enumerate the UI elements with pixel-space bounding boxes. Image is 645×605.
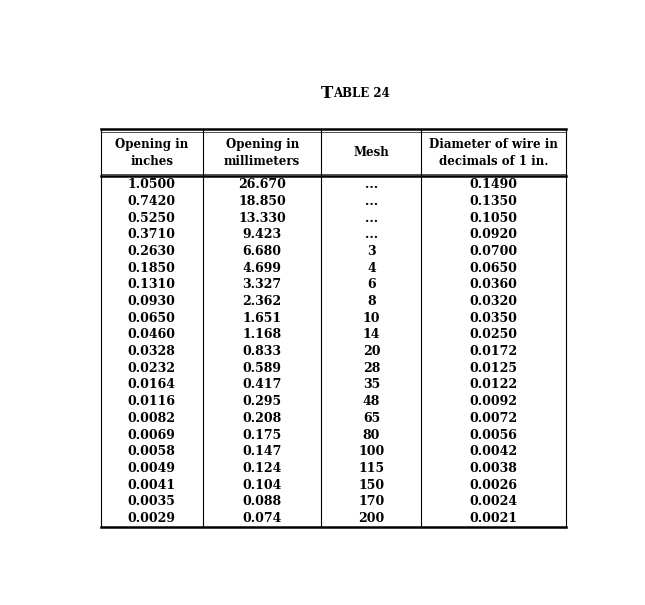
Text: 0.147: 0.147 (243, 445, 282, 458)
Text: 0.0072: 0.0072 (470, 412, 517, 425)
Text: 0.0232: 0.0232 (128, 362, 175, 374)
Text: 2.362: 2.362 (243, 295, 282, 308)
Text: 0.0700: 0.0700 (470, 245, 517, 258)
Text: 0.0164: 0.0164 (128, 379, 175, 391)
Text: 0.0041: 0.0041 (128, 479, 176, 492)
Text: 80: 80 (362, 428, 380, 442)
Text: 0.0024: 0.0024 (470, 495, 517, 508)
Text: 0.0056: 0.0056 (470, 428, 517, 442)
Text: 0.0058: 0.0058 (128, 445, 175, 458)
Text: 6.680: 6.680 (243, 245, 282, 258)
Text: 0.0038: 0.0038 (470, 462, 517, 475)
Text: 14: 14 (362, 329, 380, 341)
Text: 0.295: 0.295 (243, 395, 282, 408)
Text: Opening in
millimeters: Opening in millimeters (224, 138, 301, 168)
Text: 0.0250: 0.0250 (470, 329, 517, 341)
Text: 0.208: 0.208 (243, 412, 282, 425)
Text: 3.327: 3.327 (243, 278, 282, 291)
Text: 0.1850: 0.1850 (128, 261, 175, 275)
Text: 150: 150 (359, 479, 384, 492)
Text: 0.0460: 0.0460 (128, 329, 175, 341)
Text: 8: 8 (367, 295, 376, 308)
Text: 26.670: 26.670 (238, 178, 286, 191)
Text: 3: 3 (367, 245, 376, 258)
Text: 0.0172: 0.0172 (470, 345, 517, 358)
Text: 28: 28 (362, 362, 380, 374)
Text: 0.1490: 0.1490 (470, 178, 517, 191)
Text: 0.1350: 0.1350 (470, 195, 517, 208)
Text: 18.850: 18.850 (238, 195, 286, 208)
Text: 1.168: 1.168 (243, 329, 282, 341)
Text: 0.074: 0.074 (243, 512, 282, 525)
Text: 4.699: 4.699 (243, 261, 282, 275)
Text: 9.423: 9.423 (243, 228, 282, 241)
Text: 35: 35 (362, 379, 380, 391)
Text: 0.0026: 0.0026 (470, 479, 517, 492)
Text: ...: ... (365, 178, 378, 191)
Text: 4: 4 (367, 261, 376, 275)
Text: 0.2630: 0.2630 (128, 245, 175, 258)
Text: 48: 48 (362, 395, 380, 408)
Text: 0.0350: 0.0350 (470, 312, 517, 325)
Text: 170: 170 (358, 495, 384, 508)
Text: 0.0116: 0.0116 (128, 395, 175, 408)
Text: Diameter of wire in
decimals of 1 in.: Diameter of wire in decimals of 1 in. (429, 138, 558, 168)
Text: 0.833: 0.833 (243, 345, 282, 358)
Text: 0.589: 0.589 (243, 362, 282, 374)
Text: 0.0021: 0.0021 (470, 512, 517, 525)
Text: T: T (321, 85, 333, 102)
Text: ...: ... (365, 212, 378, 224)
Text: 0.1050: 0.1050 (470, 212, 517, 224)
Text: 0.0360: 0.0360 (470, 278, 517, 291)
Text: 0.417: 0.417 (243, 379, 282, 391)
Text: 0.0069: 0.0069 (128, 428, 175, 442)
Text: ...: ... (365, 228, 378, 241)
Text: Opening in
inches: Opening in inches (115, 138, 188, 168)
Text: 0.124: 0.124 (243, 462, 282, 475)
Text: 0.175: 0.175 (243, 428, 282, 442)
Text: 0.0930: 0.0930 (128, 295, 175, 308)
Text: 200: 200 (358, 512, 384, 525)
Text: 0.0042: 0.0042 (470, 445, 517, 458)
Text: Mesh: Mesh (353, 146, 390, 159)
Text: 0.0082: 0.0082 (128, 412, 175, 425)
Text: 0.0650: 0.0650 (128, 312, 175, 325)
Text: 115: 115 (359, 462, 384, 475)
Text: 0.3710: 0.3710 (128, 228, 175, 241)
Text: 0.7420: 0.7420 (128, 195, 176, 208)
Text: 20: 20 (362, 345, 380, 358)
Text: 6: 6 (367, 278, 376, 291)
Text: 0.0092: 0.0092 (470, 395, 517, 408)
Text: 0.104: 0.104 (243, 479, 282, 492)
Text: 65: 65 (362, 412, 380, 425)
Text: 1.651: 1.651 (243, 312, 282, 325)
Text: 0.0125: 0.0125 (470, 362, 517, 374)
Text: 0.0049: 0.0049 (128, 462, 175, 475)
Text: 0.0035: 0.0035 (128, 495, 175, 508)
Text: 0.5250: 0.5250 (128, 212, 175, 224)
Text: 0.0029: 0.0029 (128, 512, 175, 525)
Text: 0.0320: 0.0320 (470, 295, 517, 308)
Text: ...: ... (365, 195, 378, 208)
Text: 10: 10 (362, 312, 380, 325)
Text: 13.330: 13.330 (238, 212, 286, 224)
Text: 1.0500: 1.0500 (128, 178, 175, 191)
Text: ABLE 24: ABLE 24 (333, 87, 390, 100)
Text: 0.1310: 0.1310 (128, 278, 175, 291)
Text: 100: 100 (358, 445, 384, 458)
Text: 0.0920: 0.0920 (470, 228, 517, 241)
Text: 0.0122: 0.0122 (470, 379, 517, 391)
Text: 0.0328: 0.0328 (128, 345, 175, 358)
Text: 0.088: 0.088 (243, 495, 282, 508)
Text: 0.0650: 0.0650 (470, 261, 517, 275)
